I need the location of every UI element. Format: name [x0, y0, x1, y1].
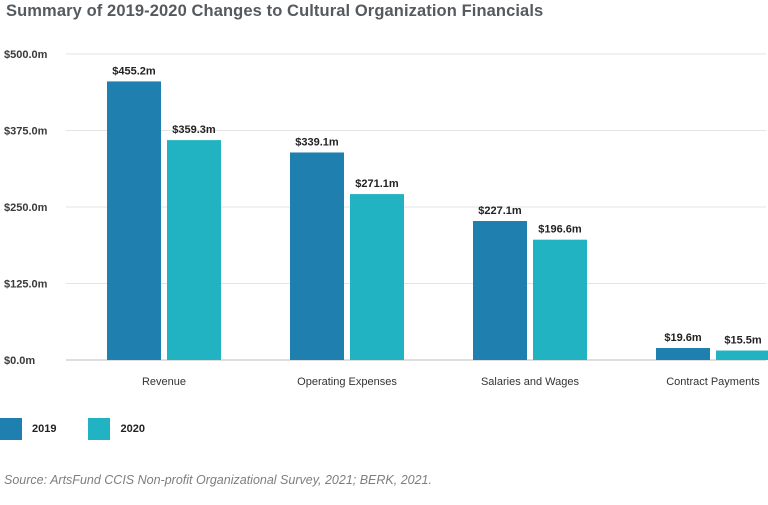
x-category-label: Contract Payments — [666, 376, 760, 388]
bar-2019-0 — [107, 81, 161, 360]
y-tick-label: $500.0m — [4, 49, 48, 61]
legend-swatch-2019 — [0, 418, 22, 440]
gridlines — [66, 53, 766, 361]
bar-2019-1 — [290, 152, 344, 360]
chart-title: Summary of 2019-2020 Changes to Cultural… — [6, 2, 544, 20]
x-category-label: Revenue — [142, 376, 186, 388]
legend-swatch-2020 — [88, 418, 111, 440]
data-label: $271.1m — [355, 178, 399, 190]
y-axis: $0.0m $125.0m $250.0m $375.0m $500.0m — [4, 49, 48, 367]
legend-item-2019: 2019 — [0, 418, 56, 440]
legend-item-2020: 2020 — [88, 418, 145, 440]
data-label: $227.1m — [478, 205, 522, 217]
bar-2020-0 — [167, 140, 221, 360]
data-label: $19.6m — [664, 332, 702, 344]
source-note: Source: ArtsFund CCIS Non-profit Organiz… — [4, 473, 432, 487]
data-label: $15.5m — [724, 335, 762, 347]
bars: $455.2m $359.3m $339.1m $271.1m $227.1m $196.… — [107, 65, 768, 360]
x-category-label: Salaries and Wages — [481, 376, 580, 388]
x-category-label: Operating Expenses — [297, 376, 397, 388]
data-label: $196.6m — [538, 224, 582, 236]
bar-2020-3 — [716, 350, 768, 360]
y-tick-label: $0.0m — [4, 355, 35, 367]
y-tick-label: $375.0m — [4, 126, 48, 138]
legend-label-2019: 2019 — [32, 423, 57, 435]
data-label: $359.3m — [172, 124, 216, 136]
y-tick-label: $250.0m — [4, 202, 48, 214]
bar-chart: $0.0m $125.0m $250.0m $375.0m $500.0m $455.2… — [4, 49, 768, 388]
bar-2020-2 — [533, 239, 587, 360]
bar-2020-1 — [350, 194, 404, 360]
data-label: $339.1m — [295, 136, 339, 148]
data-label: $455.2m — [112, 65, 156, 77]
bar-2019-2 — [473, 221, 527, 360]
y-tick-label: $125.0m — [4, 279, 48, 291]
legend-label-2020: 2020 — [120, 423, 145, 435]
bar-2019-3 — [656, 348, 710, 360]
x-axis: Revenue Operating Expenses Salaries and Wa… — [142, 376, 760, 388]
legend: 2019 2020 — [0, 418, 177, 440]
